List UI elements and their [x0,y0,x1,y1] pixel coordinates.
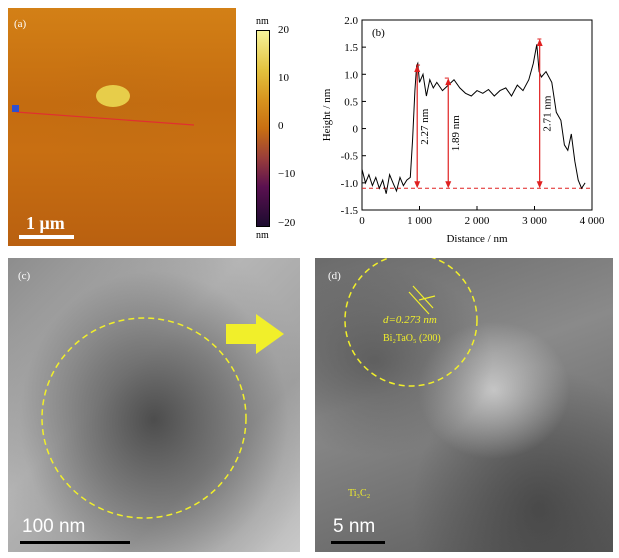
arrow-head-up [414,65,421,73]
colorbar-tick: 10 [278,72,289,84]
height-profile-line [361,44,586,194]
lattice-line [412,285,434,309]
panel-d-label: (d) [328,270,341,282]
y-tick-label: -1.5 [341,205,359,217]
tem1-overlay [41,314,284,519]
y-tick-label: 0 [353,124,359,136]
tem2-overlay [344,258,478,387]
x-tick-label: 1 000 [407,215,432,227]
colorbar-unit-bottom: nm [256,230,269,241]
height-annotation-label: 1.89 nm [450,115,462,152]
height-profile-chart: (b) 2.0 1.5 1.0 0.5 0 -0.5 -1.0 -1.5 0 1 000 2 00… [318,12,612,248]
y-tick-label: 2.0 [344,15,358,27]
colorbar-tick: −20 [278,217,296,229]
x-axis-ticks: 0 1 000 2 000 3 000 4 000 [359,206,605,227]
lattice-line [408,291,430,315]
height-annotations: 2.27 nm 1.89 nm 2.71 nm [414,38,554,189]
afm-scale-bar [19,235,74,239]
tem-image-low-mag: (c) 100 nm [8,258,300,552]
colorbar-tick: 0 [278,120,284,132]
x-tick-label: 2 000 [465,215,490,227]
afm-overlay [12,85,195,126]
tem1-scale-bar [20,541,130,544]
hrtem-image: (d) d=0.273 nm Bi₂TaO₅ (200) Ti₃C₂ 5 nm [315,258,613,552]
x-tick-label: 0 [359,215,365,227]
colorbar-gradient [256,30,270,227]
y-tick-label: 0.5 [344,96,358,108]
panel-c-label: (c) [18,270,31,282]
afm-colorbar: nm 20 10 0 −10 −20 nm [240,16,330,246]
arrow-head-down [445,181,452,189]
afm-image: (a) 1 μm [8,8,236,246]
panel-b-label: (b) [372,27,385,39]
colorbar-tick: −10 [278,168,296,180]
y-tick-label: -0.5 [341,151,359,163]
afm-particle [96,85,130,107]
tem2-scale-label: 5 nm [333,516,376,537]
x-axis-label: Distance / nm [446,233,508,245]
panel-a-label: (a) [14,18,27,30]
height-annotation-label: 2.27 nm [419,108,431,144]
y-axis-label: Height / nm [321,88,333,141]
tem2-scale-bar [331,541,385,544]
phase-label: Bi₂TaO₅ (200) [383,333,441,344]
arrow-right-icon [226,314,284,354]
y-axis-ticks: 2.0 1.5 1.0 0.5 0 -0.5 -1.0 -1.5 [341,15,366,217]
afm-line-marker [12,105,19,112]
lattice-line [418,295,436,301]
y-tick-label: 1.0 [344,69,358,81]
region-label: Ti₃C₂ [348,488,371,499]
tem1-scale-label: 100 nm [22,516,86,537]
afm-line-profile [15,111,195,126]
y-tick-label: -1.0 [341,178,359,190]
region-circle [41,317,247,519]
arrow-head-down [536,181,543,189]
d-spacing-label: d=0.273 nm [383,314,437,326]
height-annotation-label: 2.71 nm [542,95,554,132]
height-profile-svg: (b) 2.0 1.5 1.0 0.5 0 -0.5 -1.0 -1.5 0 1 000 2 00… [321,15,605,245]
arrow-head-up [536,39,543,46]
arrow-head-up [445,78,452,86]
colorbar-tick: 20 [278,24,289,36]
y-tick-label: 1.5 [344,42,358,54]
afm-scale-label: 1 μm [26,213,65,233]
arrow-head-down [414,181,421,189]
x-tick-label: 4 000 [580,215,605,227]
lattice-circle [344,258,478,387]
colorbar-unit-top: nm [256,16,269,27]
x-tick-label: 3 000 [522,215,547,227]
